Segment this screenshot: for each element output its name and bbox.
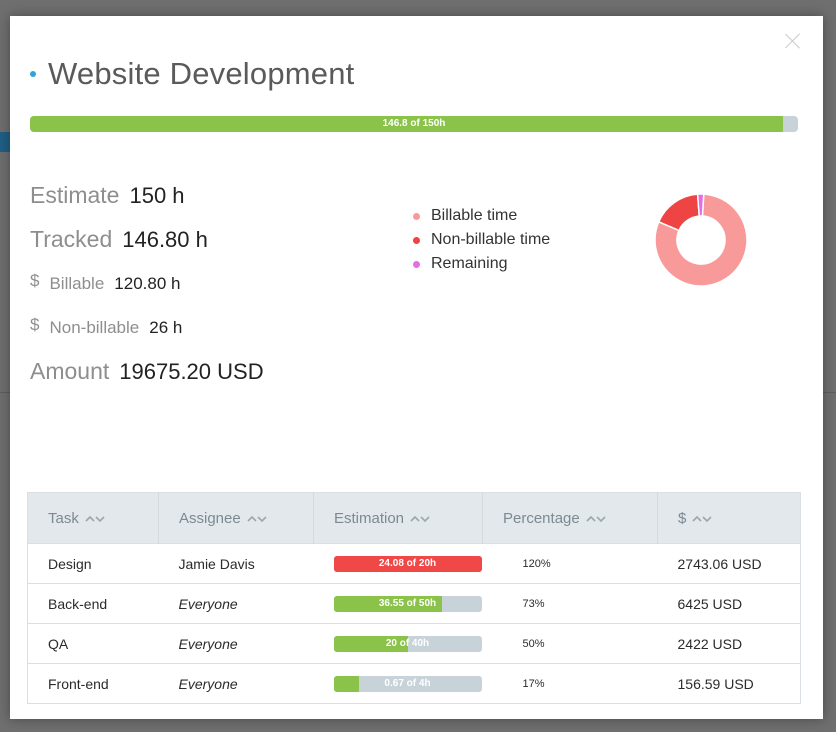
billable-label: Billable <box>49 274 105 293</box>
estimation-label: 24.08 of 20h <box>378 557 437 569</box>
non-billable-stat: $ Non-billable 26 h <box>30 315 183 338</box>
column-header-amount[interactable]: $ <box>657 492 801 544</box>
task-table: Task Assignee Estimation Percentage $ De… <box>27 492 801 704</box>
task-cell: Design <box>27 543 159 584</box>
estimation-cell: 24.08 of 20h <box>313 543 483 584</box>
estimate-stat: Estimate 150 h <box>30 182 185 209</box>
legend-label: Non-billable time <box>431 231 551 248</box>
close-icon[interactable] <box>785 33 801 49</box>
non-billable-slice <box>657 193 701 232</box>
project-detail-modal: Website Development 146.8 of 150h Estima… <box>10 16 823 719</box>
percentage-cell: 17% <box>482 663 658 704</box>
column-header-estimation[interactable]: Estimation <box>313 492 483 544</box>
estimate-value: 150 h <box>129 183 185 208</box>
estimation-fill <box>333 555 482 572</box>
percentage-cell: 73% <box>482 583 658 624</box>
estimation-bar: 0.67 of 4h <box>333 675 482 692</box>
chart-legend: Billable time Non-billable time Remainin… <box>413 204 550 276</box>
billable-dot-icon <box>413 212 420 220</box>
percentage-cell: 50% <box>482 623 658 664</box>
amount-label: Amount <box>30 358 110 384</box>
table-row[interactable]: Back-end Everyone 36.55 of 50h 73% 6425 … <box>27 583 801 624</box>
task-cell: Back-end <box>27 583 159 624</box>
tracked-label: Tracked <box>30 226 113 252</box>
progress-label: 146.8 of 150h <box>382 118 446 129</box>
progress-fill <box>30 116 783 132</box>
background-page <box>0 0 60 6</box>
estimation-fill <box>333 595 442 612</box>
amount-stat: Amount 19675.20 USD <box>30 358 264 385</box>
sort-icon <box>85 515 105 522</box>
project-progress-bar: 146.8 of 150h <box>30 116 798 132</box>
non-billable-label: Non-billable <box>49 318 140 337</box>
background-toolbar <box>0 132 10 152</box>
table-row[interactable]: QA Everyone 20 of 40h 50% 2422 USD <box>27 623 801 664</box>
non-billable-dot-icon <box>413 236 420 244</box>
tracked-stat: Tracked 146.80 h <box>30 226 208 253</box>
sort-icon <box>247 515 267 522</box>
amount-cell: 156.59 USD <box>657 663 801 704</box>
background-divider <box>0 392 10 393</box>
legend-item-remaining: Remaining <box>413 252 550 276</box>
assignee-cell: Everyone <box>158 663 314 704</box>
assignee-cell: Everyone <box>158 623 314 664</box>
estimation-label: 36.55 of 50h <box>378 597 437 609</box>
billable-value: 120.80 h <box>114 274 181 293</box>
column-header-assignee[interactable]: Assignee <box>158 492 314 544</box>
task-cell: QA <box>27 623 159 664</box>
dollar-icon: $ <box>30 315 40 334</box>
legend-label: Remaining <box>431 255 508 272</box>
billable-stat: $ Billable 120.80 h <box>30 271 181 294</box>
project-color-dot <box>30 71 36 77</box>
column-header-percentage[interactable]: Percentage <box>482 492 658 544</box>
column-header-task[interactable]: Task <box>27 492 159 544</box>
task-cell: Front-end <box>27 663 159 704</box>
tracked-value: 146.80 h <box>122 227 208 252</box>
billable-slice <box>654 193 748 287</box>
estimate-label: Estimate <box>30 182 120 208</box>
estimation-cell: 20 of 40h <box>313 623 483 664</box>
project-title: Website Development <box>48 56 355 91</box>
time-donut-chart <box>654 193 748 287</box>
estimation-label: 0.67 of 4h <box>384 677 431 689</box>
background-divider <box>823 392 836 393</box>
legend-item-billable: Billable time <box>413 204 550 228</box>
sort-icon <box>692 515 712 522</box>
table-row[interactable]: Front-end Everyone 0.67 of 4h 17% 156.59… <box>27 663 801 704</box>
percentage-cell: 120% <box>482 543 658 584</box>
amount-cell: 6425 USD <box>657 583 801 624</box>
amount-value: 19675.20 USD <box>119 359 264 384</box>
sort-icon <box>410 515 430 522</box>
estimation-fill <box>333 635 408 652</box>
estimation-bar: 24.08 of 20h <box>333 555 482 572</box>
assignee-cell: Jamie Davis <box>158 543 314 584</box>
estimation-bar: 20 of 40h <box>333 635 482 652</box>
sort-icon <box>586 515 606 522</box>
legend-label: Billable time <box>431 207 518 224</box>
assignee-cell: Everyone <box>158 583 314 624</box>
table-row[interactable]: Design Jamie Davis 24.08 of 20h 120% 274… <box>27 543 801 584</box>
modal-header: Website Development <box>30 56 355 92</box>
remaining-slice <box>696 193 705 217</box>
table-header-row: Task Assignee Estimation Percentage $ <box>27 492 801 544</box>
estimation-cell: 0.67 of 4h <box>313 663 483 704</box>
estimation-cell: 36.55 of 50h <box>313 583 483 624</box>
amount-cell: 2743.06 USD <box>657 543 801 584</box>
non-billable-value: 26 h <box>149 318 183 337</box>
dollar-icon: $ <box>30 271 40 290</box>
estimation-bar: 36.55 of 50h <box>333 595 482 612</box>
legend-item-non-billable: Non-billable time <box>413 228 550 252</box>
estimation-label: 20 of 40h <box>385 637 430 649</box>
estimation-fill <box>333 675 359 692</box>
remaining-dot-icon <box>413 260 420 268</box>
amount-cell: 2422 USD <box>657 623 801 664</box>
